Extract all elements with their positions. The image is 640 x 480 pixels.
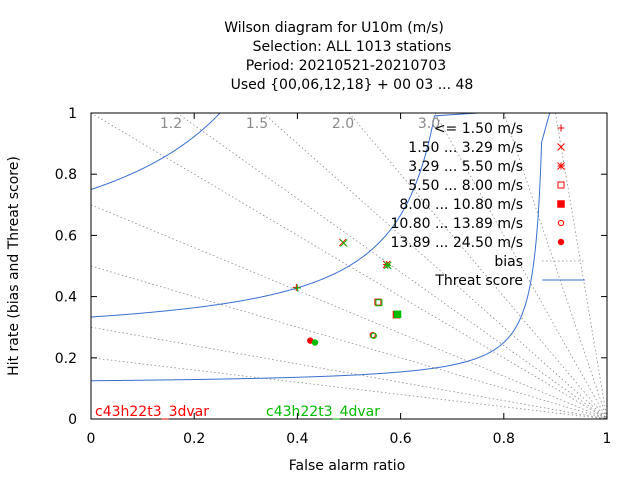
threat-score-curve	[91, 113, 551, 382]
bias-line	[262, 113, 607, 419]
threat-score-curves	[91, 113, 551, 382]
bias-line	[91, 265, 607, 419]
marker-stroke	[383, 261, 392, 270]
x-tick-label: 0.6	[389, 431, 411, 447]
bias-lines	[91, 113, 607, 419]
data-points	[292, 238, 402, 346]
legend-entry-label: 10.80 ... 13.89 m/s	[390, 216, 523, 232]
data-point	[374, 298, 382, 306]
y-tick-label: 0.6	[55, 228, 77, 244]
data-point	[339, 239, 348, 247]
legend-marker	[557, 181, 565, 189]
marker-stroke	[339, 239, 348, 247]
plot-frame	[90, 112, 608, 420]
marker-stroke	[557, 143, 565, 151]
legend-entry-label: Threat score	[434, 273, 523, 289]
legend-marker	[557, 238, 565, 246]
data-point	[383, 261, 392, 270]
legend-entry-label: 13.89 ... 24.50 m/s	[390, 235, 523, 251]
bias-line	[503, 113, 607, 419]
y-tick-label: 0.2	[55, 351, 77, 367]
y-axis: 0 0.2 0.4 0.6 0.8 1	[55, 106, 607, 428]
bias-label: 3.0	[418, 116, 440, 132]
marker-shape	[374, 298, 382, 306]
title-line-3: Period: 20210521-20210703	[246, 58, 446, 74]
chart-title: Wilson diagram for U10m (m/s) Selection:…	[224, 20, 473, 93]
y-axis-label: Hit rate (bias and Threat score)	[6, 156, 22, 376]
data-point	[293, 284, 301, 292]
threat-score-curve	[91, 113, 479, 318]
threat-score-curve	[91, 113, 386, 190]
marker-shape	[393, 310, 402, 319]
legend-marker	[557, 143, 565, 151]
marker-stroke	[557, 162, 565, 170]
bias-line	[434, 113, 607, 419]
bias-line	[91, 357, 607, 419]
legend-marker	[557, 219, 565, 227]
bias-line	[348, 113, 607, 419]
data-point	[311, 339, 319, 346]
y-tick-label: 1	[68, 106, 77, 122]
bias-line	[91, 204, 607, 419]
data-point	[375, 299, 383, 307]
chart-legend: <= 1.50 m/s 1.50 ... 3.29 m/s 3.29 ... 5.5…	[390, 121, 585, 289]
bias-labels: 1.2 1.5 2.0 3.0	[160, 116, 440, 132]
series-labels: c43h22t3_3dvar c43h22t3_4dvar	[95, 404, 380, 420]
legend-entry-label: <= 1.50 m/s	[434, 121, 523, 137]
marker-shape	[375, 299, 383, 307]
x-axis: 0 0.2 0.4 0.6 0.8 1	[87, 113, 612, 447]
bias-label: 1.2	[160, 116, 182, 132]
y-tick-label: 0.8	[55, 167, 77, 183]
marker-shape	[557, 238, 565, 246]
marker-shape	[370, 332, 377, 339]
title-line-4: Used {00,06,12,18} + 00 03 ... 48	[231, 77, 474, 93]
legend-marker	[557, 162, 565, 170]
marker-shape	[557, 181, 565, 189]
bias-line	[91, 326, 607, 419]
x-tick-label: 1	[603, 431, 612, 447]
series-name-label: c43h22t3_3dvar	[95, 404, 209, 420]
x-axis-label: False alarm ratio	[289, 458, 406, 474]
legend-entry-label: 3.29 ... 5.50 m/s	[408, 159, 523, 175]
legend-entry-label: bias	[494, 254, 523, 270]
data-point	[393, 310, 402, 319]
y-tick-label: 0.4	[55, 290, 77, 306]
legend-entry-label: 1.50 ... 3.29 m/s	[408, 140, 523, 156]
y-tick-label: 0	[68, 412, 77, 428]
legend-marker	[557, 200, 565, 208]
marker-shape	[557, 219, 565, 227]
legend-entry-label: 5.50 ... 8.00 m/s	[408, 178, 523, 194]
x-tick-label: 0.8	[493, 431, 515, 447]
bias-line	[555, 113, 607, 419]
legend-entry-label: 8.00 ... 10.80 m/s	[399, 197, 523, 213]
bias-label: 1.5	[246, 116, 268, 132]
marker-shape	[311, 339, 319, 346]
x-tick-label: 0.2	[183, 431, 205, 447]
data-point	[370, 332, 377, 339]
data-point	[292, 283, 300, 291]
marker-shape	[557, 200, 565, 208]
bias-label: 2.0	[332, 116, 354, 132]
title-line-1: Wilson diagram for U10m (m/s)	[224, 20, 444, 36]
title-line-2: Selection: ALL 1013 stations	[253, 39, 452, 55]
legend-marker	[557, 124, 565, 132]
x-tick-label: 0.4	[286, 431, 308, 447]
series-name-label: c43h22t3_4dvar	[266, 404, 380, 420]
x-tick-label: 0	[87, 431, 96, 447]
